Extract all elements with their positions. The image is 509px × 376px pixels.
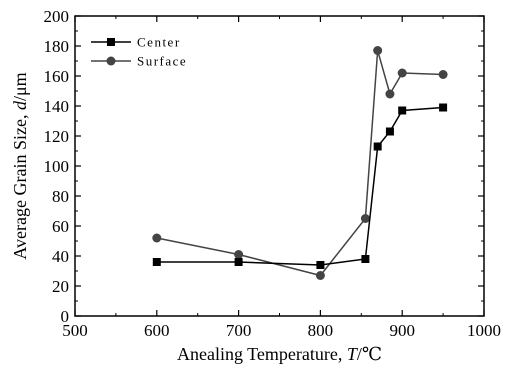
center-point — [385, 127, 394, 136]
y-tick-label: 0 — [61, 307, 70, 326]
y-tick-label: 100 — [44, 157, 70, 176]
center-point — [373, 142, 382, 151]
series-center — [152, 103, 448, 269]
y-tick-label: 160 — [44, 67, 70, 86]
surface-point — [385, 89, 395, 99]
y-tick-label: 180 — [44, 37, 70, 56]
center-point — [439, 103, 448, 112]
series-surface — [152, 46, 448, 280]
legend-label-surface: Surface — [137, 54, 187, 69]
series-layer — [152, 46, 448, 280]
y-tick-label: 120 — [44, 127, 70, 146]
legend-item-surface: Surface — [91, 54, 187, 69]
x-tick-label: 1000 — [467, 321, 501, 340]
legend-label-center: Center — [137, 35, 181, 50]
x-tick-label: 800 — [308, 321, 334, 340]
surface-point — [315, 271, 325, 280]
center-point — [398, 106, 407, 115]
y-tick-label: 40 — [52, 247, 69, 266]
x-tick-label: 900 — [389, 321, 415, 340]
legend-item-center: Center — [91, 35, 181, 50]
x-tick-label: 600 — [144, 321, 170, 340]
legend-marker-surface — [106, 56, 116, 66]
center-point — [234, 258, 243, 266]
y-tick-label: 200 — [44, 7, 70, 26]
x-tick-label: 700 — [226, 321, 252, 340]
y-tick-label: 80 — [52, 187, 69, 206]
center-point — [152, 258, 161, 266]
x-axis-title: Anealing Temperature, T/℃ — [177, 344, 382, 364]
series-line-center — [156, 106, 444, 266]
axis-ticks — [74, 15, 485, 317]
y-tick-label: 60 — [52, 217, 69, 236]
y-axis-title: Average Grain Size, d/μm — [10, 72, 30, 259]
surface-point — [152, 233, 162, 243]
surface-point — [360, 214, 370, 223]
surface-point — [438, 70, 448, 79]
legend-marker-center — [107, 38, 115, 46]
y-tick-label: 140 — [44, 97, 70, 116]
surface-point — [234, 250, 244, 259]
surface-point — [373, 46, 383, 55]
legend: Center Surface — [91, 35, 187, 69]
surface-point — [397, 68, 407, 78]
y-tick-label: 20 — [52, 277, 69, 296]
series-line-surface — [156, 50, 444, 277]
axis-tick-labels: 500 600 700 800 900 1000 0 20 40 60 80 100 120 140 160… — [44, 7, 502, 340]
x-tick-label: 500 — [62, 321, 88, 340]
center-point — [316, 261, 325, 269]
center-point — [361, 255, 370, 263]
